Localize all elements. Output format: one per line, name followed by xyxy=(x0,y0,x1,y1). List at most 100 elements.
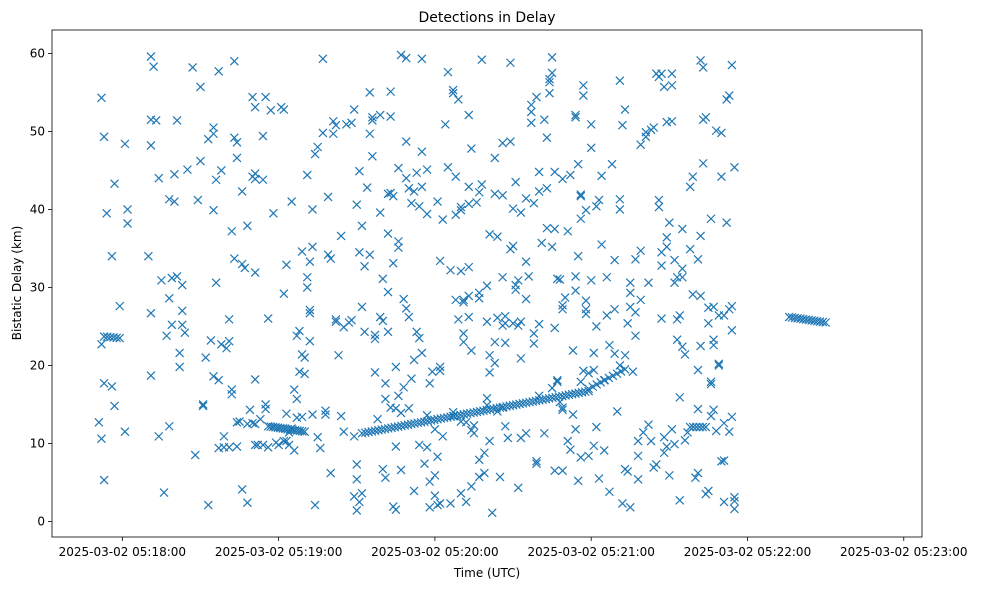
detection-point xyxy=(347,118,356,128)
detection-point xyxy=(388,258,398,268)
detection-point xyxy=(584,384,594,394)
detection-point xyxy=(586,143,596,153)
detection-point xyxy=(404,312,414,322)
detection-point xyxy=(469,428,479,438)
detection-point xyxy=(464,182,474,192)
detection-point xyxy=(261,92,271,102)
detection-point xyxy=(581,309,591,319)
detection-point xyxy=(289,445,299,455)
detection-point xyxy=(146,371,156,380)
detection-point xyxy=(631,331,640,341)
detection-point xyxy=(302,282,312,292)
detection-point xyxy=(568,346,578,356)
detection-point xyxy=(714,359,724,369)
detection-point xyxy=(97,434,106,444)
detection-point xyxy=(730,492,739,502)
detection-point xyxy=(547,52,557,62)
detection-point xyxy=(628,367,638,377)
detection-point xyxy=(459,328,468,338)
detection-point xyxy=(209,123,218,132)
detection-point xyxy=(594,195,604,205)
detection-point xyxy=(412,327,422,337)
detection-point xyxy=(633,436,643,446)
detection-point xyxy=(203,500,213,510)
detection-point xyxy=(714,360,724,370)
detection-point xyxy=(545,74,554,84)
detection-point xyxy=(235,417,244,426)
detection-point xyxy=(664,470,674,480)
detection-point xyxy=(550,224,560,234)
detection-point xyxy=(659,82,669,92)
detection-point xyxy=(334,350,343,360)
detection-point xyxy=(464,110,474,120)
x-tick-label: 2025-03-02 05:21:00 xyxy=(527,545,654,559)
detection-point xyxy=(146,308,156,318)
detection-point xyxy=(636,140,646,150)
detection-point xyxy=(508,241,518,251)
detection-point xyxy=(695,422,704,432)
detection-point xyxy=(255,414,265,424)
detection-point xyxy=(696,55,706,65)
detection-point xyxy=(162,331,172,341)
detection-point xyxy=(586,275,596,285)
detection-point xyxy=(482,317,492,327)
detection-point xyxy=(563,226,573,236)
detection-point xyxy=(542,223,552,233)
detection-point xyxy=(573,159,583,169)
detection-point xyxy=(391,505,401,515)
detection-point xyxy=(690,473,700,483)
detection-point xyxy=(328,129,338,139)
detection-point xyxy=(696,341,706,351)
detection-point xyxy=(730,504,739,514)
detection-point xyxy=(730,162,739,172)
detection-point xyxy=(433,197,442,207)
detection-point xyxy=(425,477,435,487)
detection-point xyxy=(615,204,625,214)
detection-point xyxy=(209,371,218,381)
detection-point xyxy=(435,366,445,376)
detection-point xyxy=(156,275,166,285)
detection-point xyxy=(282,409,291,419)
detection-point xyxy=(354,247,364,257)
detection-point xyxy=(232,417,242,427)
detection-point xyxy=(414,333,424,343)
detection-point xyxy=(435,499,445,508)
detection-point xyxy=(552,377,562,387)
detection-point xyxy=(422,209,432,219)
detection-point xyxy=(513,321,523,331)
detection-point xyxy=(675,311,685,320)
detection-point xyxy=(367,151,377,161)
detection-point xyxy=(224,314,234,324)
detection-point xyxy=(227,385,237,395)
detection-point xyxy=(573,476,583,486)
detection-point xyxy=(375,312,385,322)
y-axis-ticks: 0 10 20 30 40 50 60 xyxy=(30,46,52,528)
detection-point xyxy=(526,118,536,128)
detection-point xyxy=(485,229,495,239)
detection-point xyxy=(99,378,109,388)
detection-point xyxy=(558,300,567,310)
detection-point xyxy=(216,339,226,349)
detection-point xyxy=(727,60,737,70)
detection-point xyxy=(719,456,729,465)
detection-point xyxy=(532,459,541,469)
detection-point xyxy=(631,254,640,264)
detection-point xyxy=(584,451,594,461)
detection-point xyxy=(354,497,364,507)
detection-point xyxy=(474,293,484,303)
detection-point xyxy=(222,343,231,353)
detection-point xyxy=(576,190,586,200)
detection-point xyxy=(425,378,435,388)
detection-point xyxy=(211,175,221,185)
detection-point xyxy=(459,337,468,347)
detection-point xyxy=(349,431,359,441)
detection-point xyxy=(292,394,302,404)
detection-point xyxy=(709,302,719,312)
detection-point xyxy=(360,261,369,271)
detection-point xyxy=(558,466,567,476)
detection-point xyxy=(237,484,247,494)
detection-point xyxy=(589,365,599,375)
detection-point xyxy=(245,405,255,415)
detection-point xyxy=(547,383,557,393)
detection-point xyxy=(498,190,508,200)
